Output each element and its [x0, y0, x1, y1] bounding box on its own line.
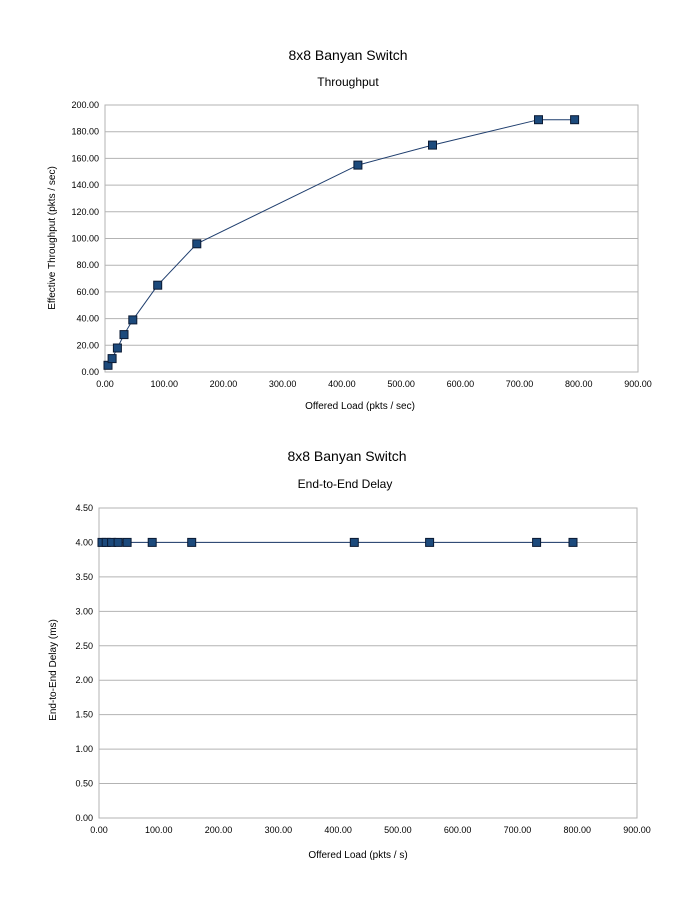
y-tick-label: 1.50	[75, 710, 93, 720]
data-series	[97, 537, 578, 547]
series-line	[107, 119, 575, 366]
chart-subtitle: Throughput	[317, 75, 379, 89]
x-tick-label: 500.00	[384, 825, 412, 835]
y-tick-label: 2.00	[75, 675, 93, 685]
x-tick-label: 500.00	[387, 379, 415, 389]
x-tick-label: 600.00	[444, 825, 472, 835]
plot-area	[98, 507, 638, 819]
chart-title: 8x8 Banyan Switch	[288, 47, 407, 63]
x-tick-label: 300.00	[265, 825, 293, 835]
x-tick-label: 700.00	[504, 825, 532, 835]
chart-subtitle: End-to-End Delay	[298, 477, 393, 491]
x-tick-label: 400.00	[328, 379, 356, 389]
y-tick-label: 200.00	[71, 100, 99, 110]
x-tick-label: 900.00	[623, 825, 651, 835]
y-tick-label: 100.00	[71, 234, 99, 244]
y-tick-label: 120.00	[71, 207, 99, 217]
tick-labels: 0.00 20.00 40.00 60.00 80.00 100.00 120.00 140.…	[71, 100, 651, 389]
y-tick-label: 0.50	[75, 779, 93, 789]
x-tick-label: 400.00	[324, 825, 352, 835]
data-point	[113, 537, 123, 547]
data-point	[187, 537, 197, 547]
y-axis-label: End-to-End Delay (ms)	[48, 619, 59, 721]
x-tick-label: 200.00	[205, 825, 233, 835]
y-tick-label: 20.00	[76, 340, 99, 350]
y-tick-label: 60.00	[76, 287, 99, 297]
data-point	[532, 537, 542, 547]
y-tick-label: 4.50	[75, 503, 93, 513]
x-tick-label: 300.00	[269, 379, 297, 389]
y-axis-label: Effective Throughput (pkts / sec)	[47, 166, 58, 310]
grid	[105, 104, 638, 373]
y-tick-label: 0.00	[81, 367, 99, 377]
y-tick-label: 40.00	[76, 314, 99, 324]
data-point	[147, 537, 157, 547]
y-tick-label: 4.00	[75, 537, 93, 547]
data-point	[353, 160, 363, 170]
y-tick-label: 80.00	[76, 260, 99, 270]
data-point	[568, 537, 578, 547]
y-tick-label: 180.00	[71, 127, 99, 137]
x-tick-label: 700.00	[506, 379, 534, 389]
y-tick-label: 1.00	[75, 744, 93, 754]
data-point	[428, 140, 437, 150]
data-point	[107, 354, 117, 364]
data-point	[534, 115, 543, 125]
data-point	[153, 280, 163, 290]
x-tick-label: 200.00	[210, 379, 238, 389]
data-point	[349, 537, 359, 547]
x-tick-label: 0.00	[90, 825, 108, 835]
data-point	[425, 537, 435, 547]
grid	[99, 507, 637, 819]
x-axis-label: Offered Load (pkts / sec)	[305, 401, 415, 412]
x-axis-label: Offered Load (pkts / s)	[308, 850, 407, 861]
y-tick-label: 160.00	[71, 153, 99, 163]
data-series	[103, 115, 580, 370]
data-point	[122, 537, 132, 547]
y-tick-label: 0.00	[75, 813, 93, 823]
y-tick-label: 3.00	[75, 606, 93, 616]
x-tick-label: 900.00	[624, 379, 652, 389]
y-tick-label: 140.00	[71, 180, 99, 190]
tick-labels: 0.00 0.50 1.00 1.50 2.00 2.50 3.00 3.50 4.00 4.50…	[75, 503, 650, 835]
x-tick-label: 100.00	[145, 825, 173, 835]
throughput-chart: 8x8 Banyan Switch Throughput 0.00 20.00 40…	[47, 47, 652, 412]
chart-title: 8x8 Banyan Switch	[287, 448, 406, 464]
x-tick-label: 0.00	[96, 379, 114, 389]
y-tick-label: 2.50	[75, 641, 93, 651]
x-tick-label: 800.00	[565, 379, 593, 389]
data-point	[192, 239, 202, 249]
x-tick-label: 600.00	[447, 379, 475, 389]
y-tick-label: 3.50	[75, 572, 93, 582]
x-tick-label: 100.00	[150, 379, 178, 389]
x-tick-label: 800.00	[563, 825, 591, 835]
delay-chart: 8x8 Banyan Switch End-to-End Delay 0.000…	[48, 448, 651, 861]
data-point	[128, 315, 138, 325]
data-point	[570, 115, 580, 125]
data-point	[112, 343, 122, 353]
plot-area	[104, 104, 639, 373]
data-point	[119, 330, 129, 340]
